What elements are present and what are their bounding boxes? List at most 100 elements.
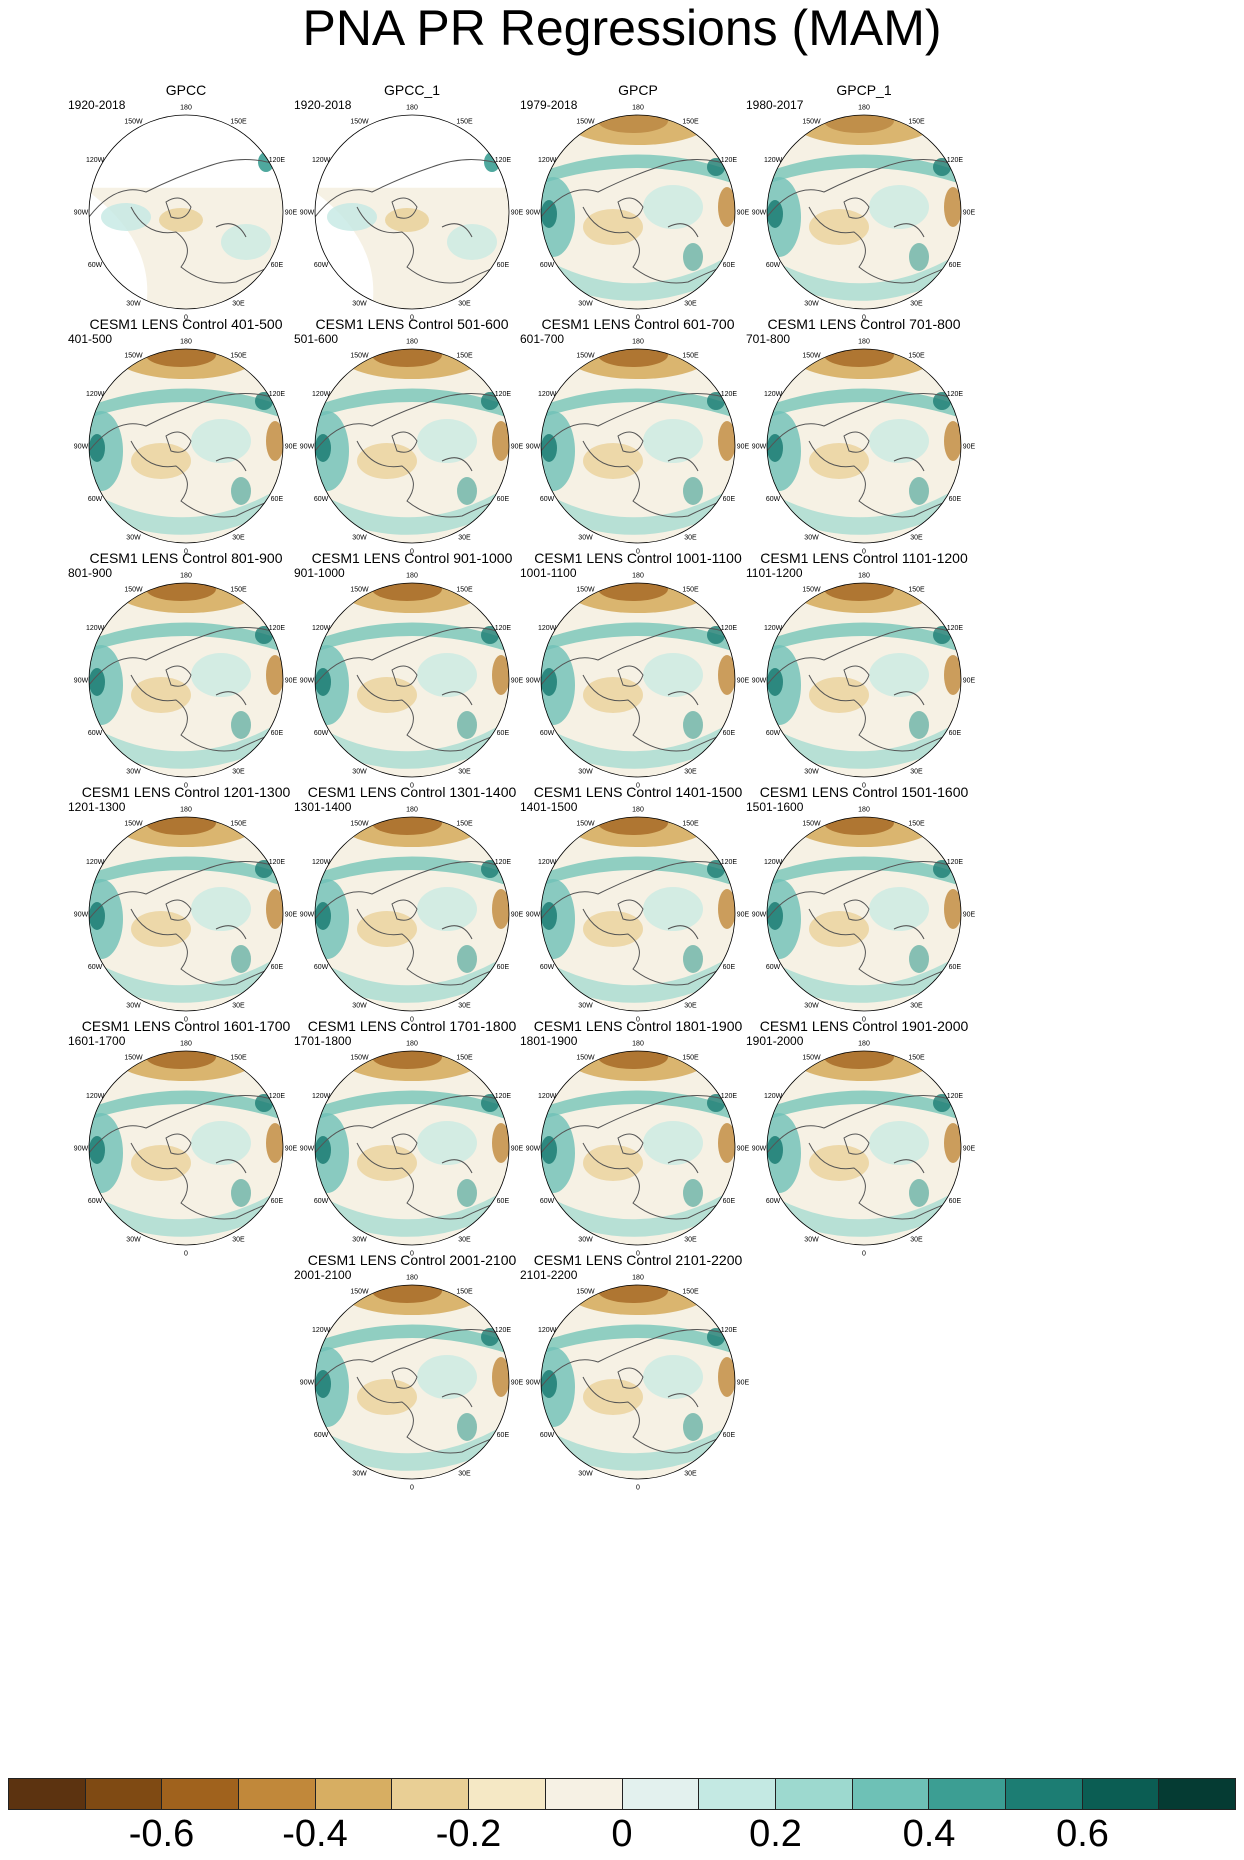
longitude-label: 120W xyxy=(764,157,783,164)
longitude-label: 30W xyxy=(804,768,819,775)
polar-map: 180 150E 120E 90E 60E 30E 0 30W 60W 90W 120W 150W xyxy=(300,105,524,322)
polar-map: 180 150E 120E 90E 60E 30E 0 30W 60W 90W 120W 150W xyxy=(74,573,298,790)
map-panel: CESM1 LENS Control 1201-1300 1201-1300 180… xyxy=(68,784,304,1030)
longitude-label: 90W xyxy=(752,912,767,919)
longitude-label: 90E xyxy=(737,1146,750,1153)
longitude-label: 90E xyxy=(285,210,298,217)
longitude-label: 150E xyxy=(456,1289,473,1296)
longitude-label: 150E xyxy=(682,587,699,594)
longitude-label: 90E xyxy=(963,912,976,919)
panel-title: CESM1 LENS Control 2001-2100 xyxy=(307,1252,517,1268)
longitude-label: 0 xyxy=(862,549,866,556)
longitude-label: 90W xyxy=(526,912,541,919)
longitude-label: 150W xyxy=(124,587,143,594)
longitude-label: 120E xyxy=(269,157,286,164)
polar-map: 180 150E 120E 90E 60E 30E 0 30W 60W 90W 120W 150W xyxy=(74,1041,298,1258)
longitude-label: 60E xyxy=(723,964,736,971)
longitude-label: 150E xyxy=(682,1289,699,1296)
longitude-label: 90E xyxy=(285,1146,298,1153)
longitude-label: 90E xyxy=(511,210,524,217)
polar-map: 180 150E 120E 90E 60E 30E 0 30W 60W 90W 120W 150W xyxy=(526,1041,750,1258)
longitude-label: 30W xyxy=(804,1002,819,1009)
longitude-label: 180 xyxy=(858,339,870,346)
longitude-label: 90W xyxy=(752,1146,767,1153)
longitude-label: 0 xyxy=(184,1017,188,1024)
panel-period: 1979-2018 xyxy=(520,98,578,112)
longitude-label: 0 xyxy=(636,1251,640,1258)
longitude-label: 120E xyxy=(721,391,738,398)
longitude-label: 120E xyxy=(495,1327,512,1334)
longitude-label: 90E xyxy=(285,444,298,451)
longitude-label: 180 xyxy=(858,573,870,580)
colorbar-box xyxy=(622,1779,700,1809)
map-panel: GPCP 1979-2018 180 150E 120E 90E 60E 30E 0 30W 60W… xyxy=(520,82,756,328)
longitude-label: 90W xyxy=(526,444,541,451)
longitude-label: 90W xyxy=(300,1380,315,1387)
colorbar-box xyxy=(775,1779,853,1809)
panel-title: CESM1 LENS Control 1801-1900 xyxy=(533,1018,743,1034)
longitude-label: 0 xyxy=(410,783,414,790)
longitude-label: 30W xyxy=(804,300,819,307)
colorbar-box xyxy=(315,1779,393,1809)
colorbar-tick-label: 0 xyxy=(611,1813,633,1855)
longitude-label: 120W xyxy=(538,1327,557,1334)
longitude-label: 120W xyxy=(538,859,557,866)
longitude-label: 30W xyxy=(804,534,819,541)
longitude-label: 60W xyxy=(88,496,103,503)
longitude-label: 120W xyxy=(538,391,557,398)
longitude-label: 180 xyxy=(180,807,192,814)
longitude-label: 60W xyxy=(314,1432,329,1439)
longitude-label: 90E xyxy=(963,1146,976,1153)
panel-period: 1901-2000 xyxy=(746,1034,804,1048)
longitude-label: 150W xyxy=(576,119,595,126)
panel-title: CESM1 LENS Control 601-700 xyxy=(541,316,735,332)
longitude-label: 150E xyxy=(908,1055,925,1062)
panel-period: 1920-2018 xyxy=(294,98,352,112)
longitude-label: 180 xyxy=(180,105,192,112)
longitude-label: 30W xyxy=(804,1236,819,1243)
longitude-label: 90W xyxy=(74,444,89,451)
polar-map: 180 150E 120E 90E 60E 30E 0 30W 60W 90W 120W 150W xyxy=(526,807,750,1024)
longitude-label: 180 xyxy=(406,807,418,814)
map-panel: CESM1 LENS Control 1001-1100 1001-1100 180… xyxy=(520,550,756,796)
longitude-label: 120E xyxy=(947,1093,964,1100)
longitude-label: 60W xyxy=(540,730,555,737)
longitude-label: 120W xyxy=(764,625,783,632)
longitude-label: 120W xyxy=(86,157,105,164)
longitude-label: 30E xyxy=(684,1236,697,1243)
longitude-label: 60W xyxy=(88,1198,103,1205)
longitude-label: 60E xyxy=(497,964,510,971)
longitude-label: 120W xyxy=(764,859,783,866)
longitude-label: 180 xyxy=(632,1275,644,1282)
longitude-label: 30E xyxy=(458,768,471,775)
longitude-label: 180 xyxy=(632,1041,644,1048)
colorbar-box xyxy=(852,1779,930,1809)
longitude-label: 120E xyxy=(721,157,738,164)
longitude-label: 120E xyxy=(495,157,512,164)
longitude-label: 0 xyxy=(862,1251,866,1258)
colorbar-tick-label: 0.4 xyxy=(902,1813,956,1855)
polar-map: 180 150E 120E 90E 60E 30E 0 30W 60W 90W 120W 150W xyxy=(526,339,750,556)
longitude-label: 60E xyxy=(497,1198,510,1205)
panel-period: 1001-1100 xyxy=(520,566,577,580)
longitude-label: 180 xyxy=(858,1041,870,1048)
longitude-label: 90W xyxy=(300,1146,315,1153)
longitude-label: 60E xyxy=(949,964,962,971)
longitude-label: 30E xyxy=(684,534,697,541)
longitude-label: 90W xyxy=(74,678,89,685)
longitude-label: 150W xyxy=(124,353,143,360)
longitude-label: 0 xyxy=(410,1485,414,1492)
longitude-label: 60W xyxy=(766,262,781,269)
polar-map: 180 150E 120E 90E 60E 30E 0 30W 60W 90W 120W 150W xyxy=(526,105,750,322)
longitude-label: 120W xyxy=(312,1327,331,1334)
longitude-label: 30W xyxy=(352,1002,367,1009)
longitude-label: 60E xyxy=(271,730,284,737)
figure-title: PNA PR Regressions (MAM) xyxy=(302,0,942,56)
polar-map: 180 150E 120E 90E 60E 30E 0 30W 60W 90W 120W 150W xyxy=(300,339,524,556)
longitude-label: 30W xyxy=(578,300,593,307)
longitude-label: 0 xyxy=(862,783,866,790)
longitude-label: 30E xyxy=(232,768,245,775)
longitude-label: 60E xyxy=(497,1432,510,1439)
map-panel: CESM1 LENS Control 901-1000 901-1000 180 15… xyxy=(294,550,530,796)
longitude-label: 30W xyxy=(578,768,593,775)
